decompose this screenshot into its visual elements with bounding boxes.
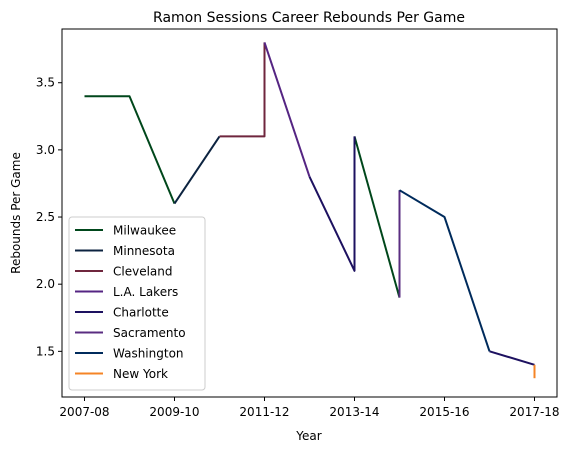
- series-line-minnesota-2: [173, 135, 221, 205]
- x-tick-label: 2009-10: [149, 405, 199, 419]
- x-tick-label: 2013-14: [329, 405, 379, 419]
- y-tick-label: 1.5: [36, 344, 55, 358]
- y-axis: 1.5 2.0 2.5 3.0 3.5: [36, 76, 62, 358]
- legend-label-milwaukee: Milwaukee: [113, 224, 176, 238]
- legend-box: [68, 216, 206, 391]
- legend-label-washington: Washington: [113, 347, 184, 361]
- series-line-l-a-lakers-4: [263, 42, 311, 178]
- chart-title: Ramon Sessions Career Rebounds Per Game: [153, 10, 465, 26]
- plot-lines: [84, 42, 536, 379]
- series-line-charlotte-5: [308, 136, 356, 272]
- legend-label-charlotte: Charlotte: [113, 306, 169, 320]
- legend-label-new-york: New York: [113, 367, 168, 381]
- x-tick-label: 2017-18: [509, 405, 559, 419]
- series-line-charlotte-6: [489, 350, 535, 366]
- legend-label-cleveland: Cleveland: [113, 265, 173, 279]
- y-tick-label: 2.0: [36, 277, 55, 291]
- y-tick-label: 3.0: [36, 143, 55, 157]
- plot-frame: [61, 28, 558, 398]
- series-line-washington-8: [398, 189, 491, 352]
- legend: Milwaukee Minnesota Cleveland L.A. Lakers Ch…: [68, 216, 206, 391]
- x-tick-label: 2011-12: [239, 405, 289, 419]
- series-line-milwaukee-0: [84, 95, 176, 204]
- legend-label-l-a-lakers: L.A. Lakers: [113, 285, 178, 299]
- x-axis-label: Year: [295, 429, 321, 443]
- legend-label-minnesota: Minnesota: [113, 244, 175, 258]
- y-tick-label: 2.5: [36, 210, 55, 224]
- x-axis: 2007-08 2009-10 2011-12 2013-14 2015-16 2017-…: [59, 397, 560, 419]
- x-tick-label: 2007-08: [59, 405, 109, 419]
- y-tick-label: 3.5: [36, 76, 55, 90]
- series-line-milwaukee-1: [353, 136, 401, 298]
- legend-label-sacramento: Sacramento: [113, 326, 186, 340]
- series-line-cleveland-3: [219, 42, 266, 138]
- x-tick-label: 2015-16: [419, 405, 469, 419]
- y-axis-label: Rebounds Per Game: [9, 152, 23, 274]
